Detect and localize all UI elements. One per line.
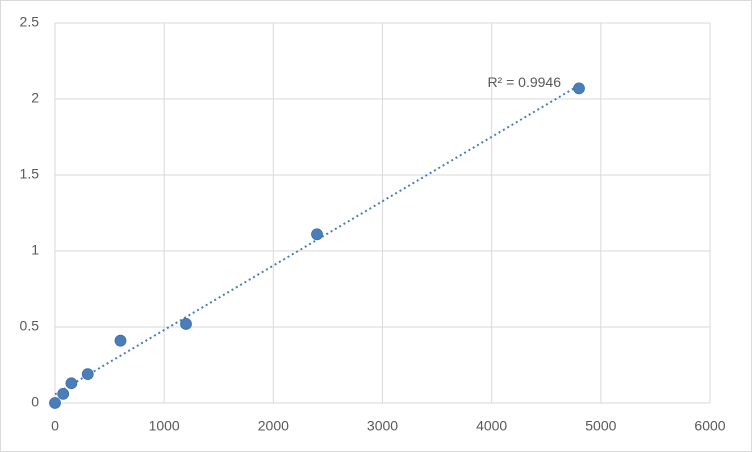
data-point [180, 318, 192, 330]
y-tick-label: 1.5 [20, 166, 40, 182]
x-tick-label: 5000 [585, 418, 616, 434]
x-tick-label: 4000 [476, 418, 507, 434]
y-tick-label: 2.5 [20, 14, 40, 30]
y-tick-label: 1 [31, 242, 39, 258]
x-tick-label: 6000 [694, 418, 725, 434]
data-point [57, 387, 70, 400]
x-tick-label: 2000 [258, 418, 289, 434]
data-point [573, 82, 585, 95]
data-point [311, 228, 323, 241]
data-point [65, 377, 78, 390]
y-tick-label: 0.5 [20, 318, 40, 334]
x-tick-label: 0 [51, 418, 59, 434]
data-point [81, 368, 94, 381]
data-point [114, 334, 127, 347]
trendline-label: R² = 0.9946 [487, 74, 561, 90]
x-tick-label: 1000 [149, 418, 180, 434]
data-point [49, 397, 61, 409]
y-tick-label: 0 [31, 394, 39, 410]
x-tick-label: 3000 [367, 418, 398, 434]
trendline [54, 84, 580, 396]
y-tick-label: 2 [31, 90, 39, 106]
